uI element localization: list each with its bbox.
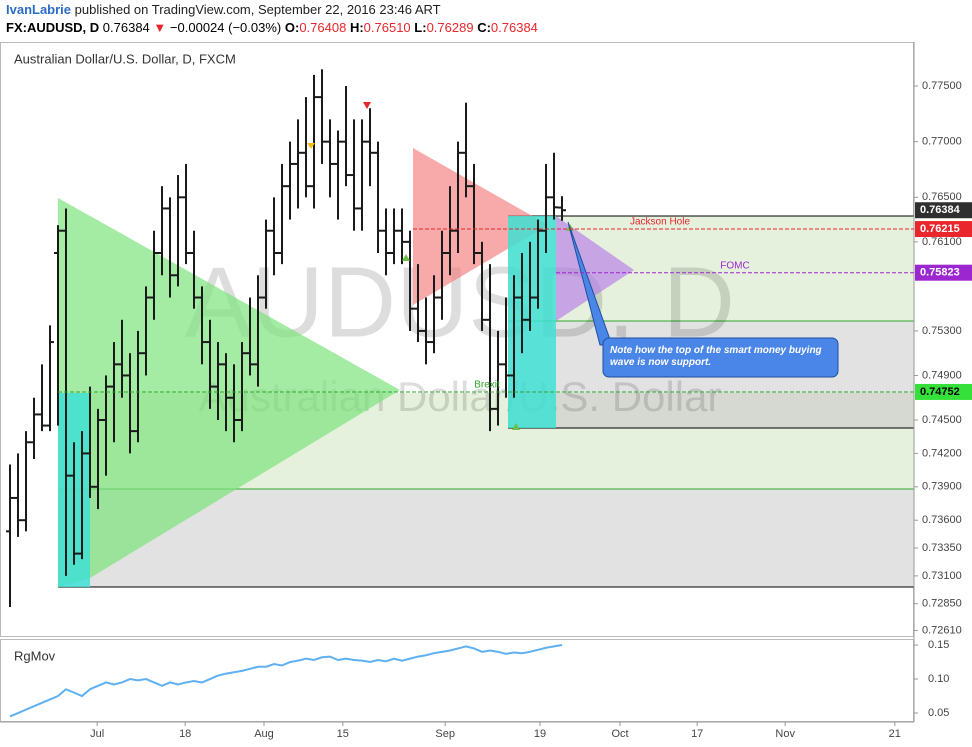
x-tick-label: 19 <box>534 728 546 740</box>
o: 0.76408 <box>299 20 346 35</box>
price-tag-label: 0.74752 <box>920 386 960 398</box>
ticker-line: FX:AUDUSD, D 0.76384 ▼ −0.00024 (−0.03%)… <box>6 20 538 35</box>
event-label: Jackson Hole <box>630 217 690 228</box>
indicator-pane <box>0 639 914 722</box>
x-tick-label: Aug <box>254 728 274 740</box>
x-tick-label: 18 <box>179 728 191 740</box>
chart-title: Australian Dollar/U.S. Dollar, D, FXCM <box>14 51 236 66</box>
wave-box <box>508 216 556 428</box>
c-label: C: <box>477 20 491 35</box>
y-tick-label: 0.74500 <box>922 414 962 426</box>
x-tick-label: Nov <box>775 728 795 740</box>
price-tag-label: 0.76384 <box>920 204 961 216</box>
y-tick-label: 0.74200 <box>922 447 962 459</box>
y-tick-label: 0.10 <box>928 673 949 685</box>
y-tick-label: 0.05 <box>928 707 949 719</box>
symbol: FX:AUDUSD, D <box>6 20 99 35</box>
x-tick-label: 17 <box>691 728 703 740</box>
y-tick-label: 0.15 <box>928 639 949 651</box>
x-tick-label: Sep <box>435 728 455 740</box>
x-tick-label: Oct <box>611 728 628 740</box>
callout: Note how the top of the smart money buyi… <box>610 345 822 368</box>
l-label: L: <box>414 20 426 35</box>
h: 0.76510 <box>364 20 411 35</box>
marker <box>307 143 315 149</box>
y-tick-label: 0.74900 <box>922 369 962 381</box>
y-tick-label: 0.77000 <box>922 136 962 148</box>
y-tick-label: 0.77500 <box>922 80 962 92</box>
price-tag <box>915 383 972 400</box>
indicator-title: RgMov <box>14 648 56 663</box>
triangle-pattern <box>58 198 400 587</box>
y-tick-label: 0.76100 <box>922 236 962 248</box>
header-bg <box>0 0 972 40</box>
o-label: O: <box>285 20 299 35</box>
y-tick-label: 0.72610 <box>922 624 962 636</box>
callout-box <box>602 337 839 378</box>
zone <box>508 393 914 428</box>
marker <box>512 423 520 430</box>
y-tick-label: 0.75300 <box>922 325 962 337</box>
last: 0.76384 <box>103 20 150 35</box>
y-tick-label: 0.73600 <box>922 514 962 526</box>
event-label: FOMC <box>720 260 749 271</box>
price-tag-label: 0.75823 <box>920 267 960 279</box>
event-label: Brexit <box>474 380 500 391</box>
price-tag <box>915 202 972 219</box>
y-tick-label: 0.73350 <box>922 542 962 554</box>
callout-text: Note how the top of the smart money buyi… <box>610 345 822 368</box>
price-tag <box>915 264 972 281</box>
price-tag <box>915 221 972 238</box>
arrow: ▼ <box>153 20 166 35</box>
h-label: H: <box>350 20 364 35</box>
change: −0.00024 (−0.03%) <box>170 20 281 35</box>
published: published on TradingView.com, September … <box>75 2 441 17</box>
x-tick-label: 15 <box>337 728 349 740</box>
indicator-line <box>9 644 563 718</box>
price-tag-label: 0.76215 <box>920 223 960 235</box>
marker <box>402 254 410 261</box>
y-tick-label: 0.72850 <box>922 598 962 610</box>
publisher: IvanLabrie <box>6 2 71 17</box>
c: 0.76384 <box>491 20 538 35</box>
bars <box>6 69 566 608</box>
x-tick-label: Jul <box>90 728 104 740</box>
y-tick-label: 0.73100 <box>922 570 962 582</box>
triangle-pattern <box>413 148 548 305</box>
marker <box>363 102 371 109</box>
l: 0.76289 <box>427 20 474 35</box>
y-tick-label: 0.76500 <box>922 191 962 203</box>
header-line: IvanLabrie published on TradingView.com,… <box>6 2 441 17</box>
x-tick-label: 21 <box>889 728 901 740</box>
y-tick-label: 0.73900 <box>922 481 962 493</box>
